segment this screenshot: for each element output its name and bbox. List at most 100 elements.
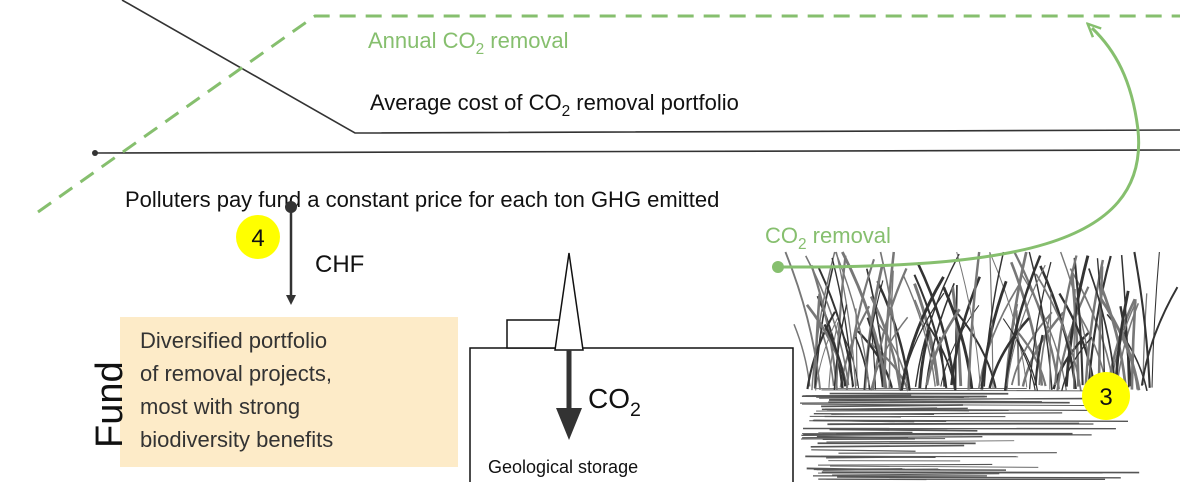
grass-blade [988, 317, 1030, 389]
grass-blade [1099, 284, 1127, 388]
grass-blade [1084, 259, 1105, 390]
soil-stroke [811, 449, 916, 452]
grass-blade [1059, 251, 1093, 387]
grass-blade [913, 274, 948, 389]
soil-stroke [821, 389, 1098, 392]
storage-arrow-head [556, 408, 582, 440]
grass-blade [1010, 311, 1053, 386]
badge [1082, 372, 1130, 420]
soil-stroke [802, 436, 983, 439]
grass-blade [793, 323, 811, 387]
soil-stroke [837, 476, 1121, 479]
soil-stroke [829, 428, 978, 432]
grass-blade [967, 251, 981, 390]
grass-blade [918, 329, 931, 389]
removal-label: CO2 removal [765, 223, 891, 253]
grass-blade [1088, 268, 1117, 386]
grass-blade [888, 270, 894, 389]
soil-stroke [828, 399, 1042, 403]
soil-stroke [825, 408, 1116, 412]
grass-blade [863, 280, 884, 391]
soil-stroke [821, 404, 963, 408]
soil-stroke [818, 463, 993, 466]
soil-stroke [813, 419, 1128, 423]
grass-blade [876, 280, 911, 391]
geological-label: Geological storage [488, 457, 638, 477]
price-line-dot [92, 150, 98, 156]
portfolio-line: of removal projects, [140, 361, 332, 386]
removal-dot [772, 261, 784, 273]
cost-line [121, 0, 1180, 134]
grass-blade [1073, 257, 1084, 386]
grass-blade [926, 323, 957, 391]
grass-blade [828, 322, 839, 388]
soil-stroke [826, 440, 1015, 443]
badge-label: 3 [1099, 384, 1112, 411]
grass-blade [914, 253, 960, 387]
plant-building [506, 319, 563, 349]
grass-blade [900, 292, 945, 392]
grass-blade [823, 323, 847, 387]
grass-blade [913, 283, 940, 386]
soil-stroke [800, 401, 1023, 404]
fund-label: Fund [89, 361, 131, 448]
chf-label: CHF [315, 251, 364, 278]
grass-blade [1140, 286, 1179, 386]
grass-blade [951, 286, 963, 387]
badge [236, 215, 280, 259]
grass-illustration [784, 251, 1179, 481]
soil-stroke [812, 395, 985, 398]
grass-blade [1002, 318, 1036, 391]
soil-stroke [829, 397, 1111, 401]
badge-label: 4 [251, 225, 264, 252]
grass-blade [1038, 314, 1051, 386]
grass-blade [1098, 296, 1141, 391]
soil-stroke [801, 433, 963, 437]
polluters-label: Polluters pay fund a constant price for … [125, 187, 719, 212]
soil-stroke [830, 465, 1039, 468]
grass-blade [1133, 251, 1151, 388]
grass-blade [1151, 251, 1160, 388]
grass-blade [864, 338, 910, 392]
portfolio-line: most with strong [140, 394, 300, 419]
grass-blade [1028, 261, 1052, 390]
soil-stroke [813, 413, 935, 416]
grass-blade [817, 320, 835, 386]
grass-blade [1087, 255, 1112, 390]
soil-stroke [810, 444, 965, 448]
grass-blade [1014, 328, 1047, 387]
grass-blade [1130, 299, 1137, 390]
grass-blade [1054, 255, 1078, 386]
portfolio-text: Diversified portfolio of removal projects… [140, 328, 333, 452]
price-line [94, 149, 1180, 154]
grass-blade [806, 311, 836, 390]
grass-blade [942, 286, 974, 390]
grass-blade [814, 267, 834, 389]
grass-blade [1120, 255, 1130, 388]
grass-blade [954, 284, 958, 391]
grass-blade [953, 309, 997, 389]
soil-stroke [832, 473, 1000, 476]
grass-blade [833, 304, 848, 390]
storage-box [469, 347, 794, 482]
grass-blade [1073, 288, 1076, 389]
portfolio-line: Diversified portfolio [140, 328, 327, 353]
soil-stroke [816, 410, 1009, 412]
grass-blade [1035, 273, 1082, 391]
grass-blade [1028, 251, 1053, 391]
grass-blade [870, 316, 909, 391]
annual-removal-label: Annual CO2 removal [368, 28, 569, 58]
removal-arrow [777, 28, 1141, 269]
soil-stroke [806, 467, 868, 471]
removal-line [37, 14, 1180, 214]
co2-label: CO2 [588, 383, 641, 421]
average-cost-label: Average cost of CO2 removal portfolio [370, 90, 739, 120]
grass-blade [831, 257, 854, 388]
grass-blade [925, 308, 961, 386]
grass-blade [983, 251, 1005, 387]
grass-blade [902, 274, 936, 387]
grass-blade [1015, 310, 1020, 386]
grass-blade [815, 315, 839, 391]
fund-box [120, 317, 458, 467]
